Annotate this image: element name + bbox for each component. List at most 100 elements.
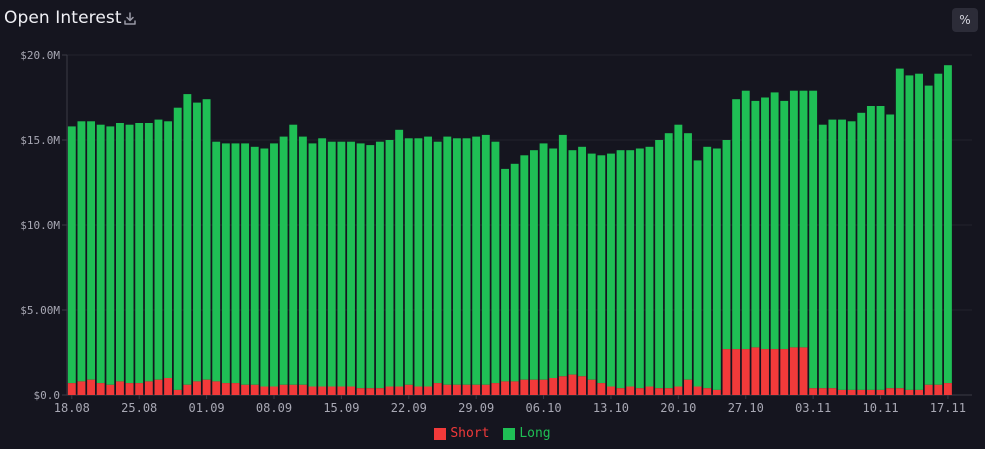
bar-long-31[interactable] bbox=[366, 145, 375, 389]
bar-long-11[interactable] bbox=[173, 107, 182, 390]
bar-short-55[interactable] bbox=[597, 383, 606, 395]
bar-short-60[interactable] bbox=[645, 386, 654, 396]
bar-long-89[interactable] bbox=[924, 85, 933, 385]
bar-short-32[interactable] bbox=[375, 388, 384, 395]
bar-long-87[interactable] bbox=[905, 75, 914, 390]
bar-short-73[interactable] bbox=[770, 349, 779, 395]
bar-long-43[interactable] bbox=[481, 134, 490, 385]
bar-long-19[interactable] bbox=[250, 146, 259, 385]
bar-long-18[interactable] bbox=[241, 143, 250, 385]
bar-short-24[interactable] bbox=[298, 384, 307, 395]
bar-long-52[interactable] bbox=[568, 150, 577, 375]
bar-long-22[interactable] bbox=[279, 136, 288, 385]
bar-short-45[interactable] bbox=[501, 381, 509, 395]
bar-short-11[interactable] bbox=[173, 389, 182, 395]
bar-long-77[interactable] bbox=[809, 90, 818, 389]
bar-long-28[interactable] bbox=[337, 141, 346, 387]
bar-short-48[interactable] bbox=[529, 379, 538, 395]
bar-long-47[interactable] bbox=[520, 155, 529, 380]
bar-long-66[interactable] bbox=[703, 146, 712, 389]
bar-long-36[interactable] bbox=[414, 138, 423, 387]
bar-long-33[interactable] bbox=[385, 140, 394, 387]
bar-long-85[interactable] bbox=[886, 114, 895, 389]
bar-long-81[interactable] bbox=[847, 121, 856, 390]
bar-short-4[interactable] bbox=[106, 384, 115, 395]
bar-short-51[interactable] bbox=[558, 376, 567, 395]
bar-short-67[interactable] bbox=[712, 389, 721, 395]
bar-long-55[interactable] bbox=[597, 155, 606, 384]
bar-short-65[interactable] bbox=[693, 386, 702, 396]
bar-long-50[interactable] bbox=[549, 148, 558, 379]
bar-short-44[interactable] bbox=[491, 383, 500, 395]
bar-long-4[interactable] bbox=[106, 126, 115, 385]
bar-long-73[interactable] bbox=[770, 92, 779, 350]
bar-short-75[interactable] bbox=[789, 347, 798, 395]
bar-short-78[interactable] bbox=[818, 388, 827, 395]
bar-short-35[interactable] bbox=[404, 384, 413, 395]
bar-long-20[interactable] bbox=[260, 148, 269, 387]
bar-long-35[interactable] bbox=[404, 138, 413, 385]
bar-short-6[interactable] bbox=[125, 383, 134, 395]
percent-toggle-button[interactable]: % bbox=[952, 8, 978, 32]
bar-long-13[interactable] bbox=[193, 102, 201, 382]
bar-short-42[interactable] bbox=[472, 384, 481, 395]
bar-short-72[interactable] bbox=[761, 349, 769, 395]
bar-short-8[interactable] bbox=[144, 381, 153, 395]
bar-long-83[interactable] bbox=[866, 106, 875, 390]
bar-short-19[interactable] bbox=[250, 384, 259, 395]
bar-short-22[interactable] bbox=[279, 384, 288, 395]
bar-short-85[interactable] bbox=[886, 388, 895, 395]
bar-short-70[interactable] bbox=[741, 349, 750, 395]
bar-long-84[interactable] bbox=[876, 106, 885, 390]
bar-long-79[interactable] bbox=[828, 119, 837, 389]
bar-short-46[interactable] bbox=[510, 381, 519, 395]
bar-short-81[interactable] bbox=[847, 389, 856, 395]
bar-short-37[interactable] bbox=[424, 386, 432, 396]
bar-short-91[interactable] bbox=[943, 383, 952, 395]
bar-long-61[interactable] bbox=[655, 140, 664, 389]
bar-long-64[interactable] bbox=[684, 133, 692, 380]
bar-short-56[interactable] bbox=[607, 386, 615, 396]
bar-short-80[interactable] bbox=[838, 389, 846, 395]
bar-long-37[interactable] bbox=[424, 136, 432, 387]
bar-short-26[interactable] bbox=[318, 386, 327, 396]
bar-short-49[interactable] bbox=[539, 379, 548, 395]
bar-long-53[interactable] bbox=[578, 146, 587, 377]
bar-long-10[interactable] bbox=[164, 121, 173, 379]
bar-short-64[interactable] bbox=[684, 379, 692, 395]
bar-long-2[interactable] bbox=[87, 121, 96, 380]
bar-short-25[interactable] bbox=[308, 386, 317, 396]
bar-short-66[interactable] bbox=[703, 388, 712, 395]
bar-long-63[interactable] bbox=[674, 124, 683, 387]
bar-short-63[interactable] bbox=[674, 386, 683, 396]
bar-long-39[interactable] bbox=[443, 136, 452, 385]
bar-short-33[interactable] bbox=[385, 386, 394, 396]
bar-long-41[interactable] bbox=[462, 138, 471, 385]
bar-short-31[interactable] bbox=[366, 388, 375, 395]
bar-short-79[interactable] bbox=[828, 388, 837, 395]
bar-short-83[interactable] bbox=[866, 389, 875, 395]
bar-short-15[interactable] bbox=[212, 381, 221, 395]
bar-long-48[interactable] bbox=[529, 150, 538, 380]
bar-short-14[interactable] bbox=[202, 379, 211, 395]
bar-long-15[interactable] bbox=[212, 141, 221, 382]
bar-short-1[interactable] bbox=[77, 381, 86, 395]
bar-long-1[interactable] bbox=[77, 121, 86, 382]
bar-long-3[interactable] bbox=[96, 124, 105, 384]
bar-short-47[interactable] bbox=[520, 379, 529, 395]
bar-long-78[interactable] bbox=[818, 124, 827, 389]
bar-long-68[interactable] bbox=[722, 140, 731, 350]
bar-long-14[interactable] bbox=[202, 99, 211, 380]
bar-short-57[interactable] bbox=[616, 388, 625, 395]
bar-short-76[interactable] bbox=[799, 347, 808, 395]
bar-long-80[interactable] bbox=[838, 119, 846, 390]
bar-short-59[interactable] bbox=[635, 388, 644, 395]
legend-item-long[interactable]: Long bbox=[503, 426, 551, 441]
bar-short-30[interactable] bbox=[356, 388, 365, 395]
bar-long-74[interactable] bbox=[780, 100, 789, 350]
bar-long-16[interactable] bbox=[221, 143, 230, 384]
bar-long-38[interactable] bbox=[433, 141, 442, 384]
bar-short-17[interactable] bbox=[231, 383, 240, 395]
bar-short-10[interactable] bbox=[164, 378, 173, 395]
bar-long-62[interactable] bbox=[664, 133, 673, 389]
